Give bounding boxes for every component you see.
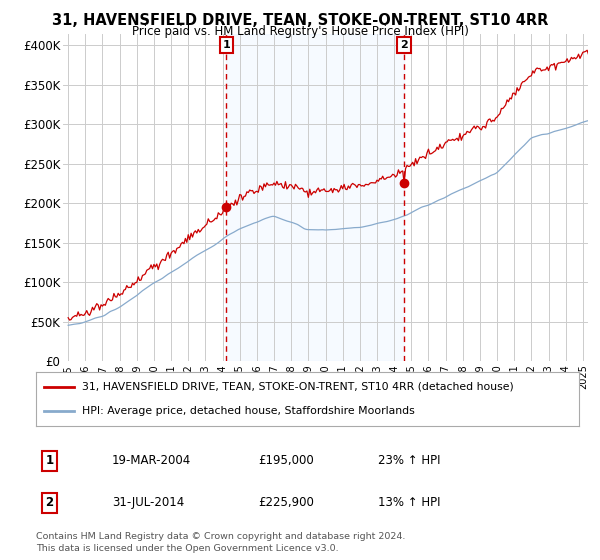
Text: 1: 1 [46, 455, 53, 468]
Text: 31, HAVENSFIELD DRIVE, TEAN, STOKE-ON-TRENT, ST10 4RR: 31, HAVENSFIELD DRIVE, TEAN, STOKE-ON-TR… [52, 13, 548, 28]
Text: Price paid vs. HM Land Registry's House Price Index (HPI): Price paid vs. HM Land Registry's House … [131, 25, 469, 38]
Text: HPI: Average price, detached house, Staffordshire Moorlands: HPI: Average price, detached house, Staf… [82, 406, 415, 416]
Text: 31, HAVENSFIELD DRIVE, TEAN, STOKE-ON-TRENT, ST10 4RR (detached house): 31, HAVENSFIELD DRIVE, TEAN, STOKE-ON-TR… [82, 382, 514, 392]
Bar [226, 34, 404, 361]
Text: 1: 1 [223, 40, 230, 50]
Text: 31-JUL-2014: 31-JUL-2014 [112, 497, 184, 510]
Text: £225,900: £225,900 [259, 497, 314, 510]
Text: 2: 2 [46, 497, 53, 510]
Text: 23% ↑ HPI: 23% ↑ HPI [378, 455, 440, 468]
Text: 13% ↑ HPI: 13% ↑ HPI [378, 497, 440, 510]
Text: 2: 2 [400, 40, 408, 50]
Text: 19-MAR-2004: 19-MAR-2004 [112, 455, 191, 468]
Text: £195,000: £195,000 [259, 455, 314, 468]
Text: Contains HM Land Registry data © Crown copyright and database right 2024.
This d: Contains HM Land Registry data © Crown c… [36, 532, 406, 553]
